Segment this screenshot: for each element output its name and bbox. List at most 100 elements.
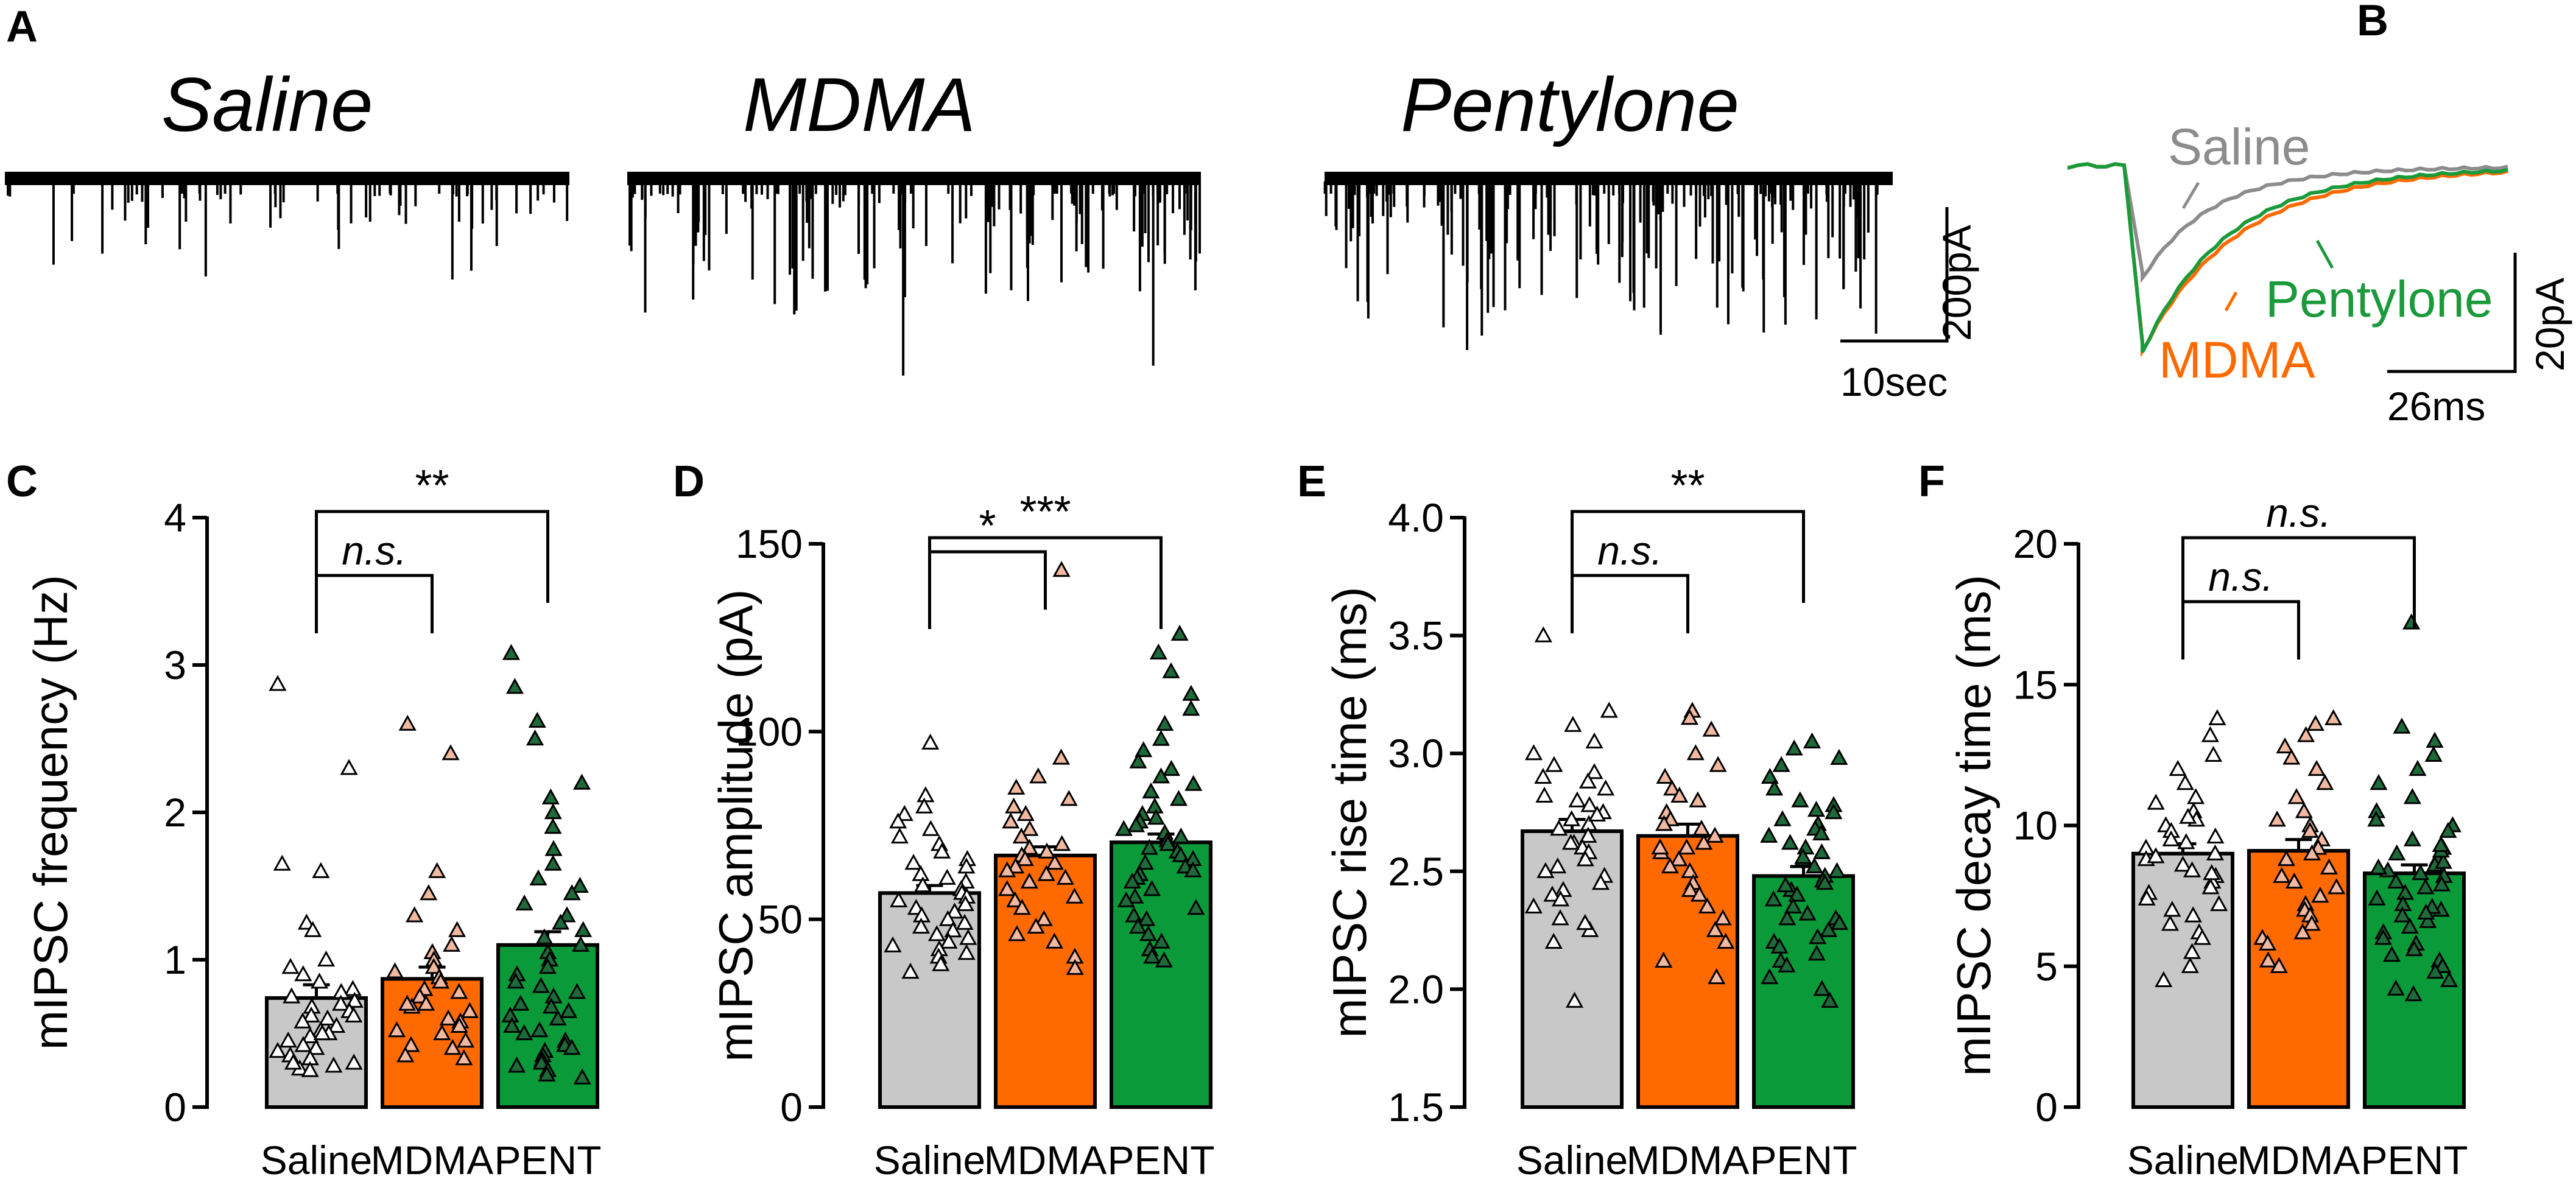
data-point — [1698, 897, 1716, 913]
data-point — [1805, 857, 1823, 874]
data-point — [1117, 891, 1135, 907]
data-point — [1807, 801, 1826, 817]
x-category-label: Saline — [261, 1138, 372, 1182]
data-point — [884, 936, 902, 952]
x-category-label: Saline — [1516, 1138, 1628, 1182]
data-point — [1013, 899, 1031, 915]
significance-bracket — [315, 574, 434, 633]
data-point — [1549, 857, 1567, 874]
data-point — [2440, 971, 2458, 987]
data-point — [1831, 913, 1849, 930]
data-point — [1021, 820, 1039, 836]
data-point — [915, 797, 934, 814]
data-point — [2285, 872, 2303, 889]
y-tick-label: 100 — [736, 709, 803, 754]
data-point — [912, 917, 931, 934]
data-point — [1785, 739, 1803, 756]
data-point — [1820, 921, 1838, 937]
data-point — [2259, 951, 2278, 968]
significance-bracket — [928, 550, 1047, 610]
data-point — [1825, 803, 1843, 820]
scale-label-b-y: 20pA — [2527, 278, 2572, 371]
data-point — [1807, 945, 1826, 961]
data-point — [304, 921, 322, 937]
y-tick-label: 2 — [164, 790, 186, 835]
data-point — [442, 744, 460, 761]
data-point — [2206, 827, 2225, 844]
data-point — [1065, 887, 1084, 904]
data-point — [273, 854, 291, 871]
data-point — [1781, 834, 1800, 850]
panel-label: C — [6, 457, 38, 506]
data-point — [2183, 943, 2201, 959]
data-point — [1135, 741, 1153, 758]
data-point — [1524, 897, 1543, 913]
data-point — [2282, 748, 2301, 765]
data-point — [1184, 775, 1203, 791]
bar-pent — [1110, 840, 1212, 1109]
data-point — [2404, 985, 2423, 1002]
data-point — [457, 1032, 475, 1048]
chart-f-decay-time: F 0 5 10 15 20 mIPSC decay time (ms) SalineMDMA… — [1918, 457, 2468, 1182]
data-point — [318, 1009, 337, 1025]
data-point — [294, 965, 312, 982]
data-point — [2417, 903, 2435, 920]
data-point — [1016, 804, 1035, 821]
data-point — [301, 1061, 319, 1077]
data-point — [2382, 946, 2401, 962]
data-point — [424, 958, 443, 974]
data-point — [1600, 702, 1618, 718]
data-point — [1813, 980, 1831, 996]
data-point — [1551, 909, 1569, 926]
data-point — [945, 902, 964, 919]
data-point — [1066, 959, 1084, 975]
data-point — [2403, 788, 2421, 804]
data-point — [1681, 881, 1699, 897]
data-point — [1027, 917, 1045, 934]
data-point — [529, 869, 547, 885]
data-point — [2169, 759, 2187, 776]
data-point — [301, 1027, 319, 1043]
x-category-label: MDMA — [1627, 1138, 1750, 1182]
data-point — [1127, 816, 1145, 832]
data-point — [1182, 684, 1200, 701]
data-point — [2268, 811, 2286, 827]
y-tick-label: 4.0 — [1388, 495, 1444, 540]
data-point — [420, 884, 438, 901]
y-tick-label: 2.0 — [1388, 966, 1444, 1011]
data-point — [1169, 790, 1188, 806]
data-point — [1770, 937, 1789, 954]
pointer-mdma — [2224, 291, 2238, 312]
data-point — [1821, 991, 1839, 1008]
data-point — [307, 1039, 325, 1055]
avg-trace-saline — [2067, 162, 2508, 284]
data-point — [2258, 934, 2277, 951]
legend-label-pentylone: Pentylone — [2265, 270, 2493, 328]
data-point — [448, 921, 466, 937]
data-point — [1680, 709, 1698, 725]
data-point — [904, 854, 923, 870]
data-point — [1828, 862, 1846, 878]
data-point — [1544, 932, 1563, 949]
significance-bracket — [315, 510, 549, 603]
data-point — [2201, 726, 2219, 742]
data-point — [895, 804, 913, 821]
y-tick-label: 1.5 — [1388, 1085, 1444, 1130]
data-point — [2208, 709, 2226, 725]
y-tick-label: 2.5 — [1388, 849, 1444, 894]
data-point — [2374, 929, 2392, 945]
significance-bracket — [1571, 574, 1689, 633]
data-point — [2277, 850, 2295, 867]
data-point — [573, 1068, 591, 1085]
data-point — [560, 1002, 578, 1018]
data-point — [1138, 910, 1156, 926]
significance-label: n.s. — [2266, 490, 2331, 535]
data-point — [2370, 774, 2388, 790]
data-point — [542, 997, 560, 1014]
data-point — [2409, 759, 2427, 776]
data-point — [1772, 756, 1790, 772]
data-point — [551, 913, 570, 930]
data-point — [530, 1021, 549, 1038]
data-point — [913, 876, 932, 893]
